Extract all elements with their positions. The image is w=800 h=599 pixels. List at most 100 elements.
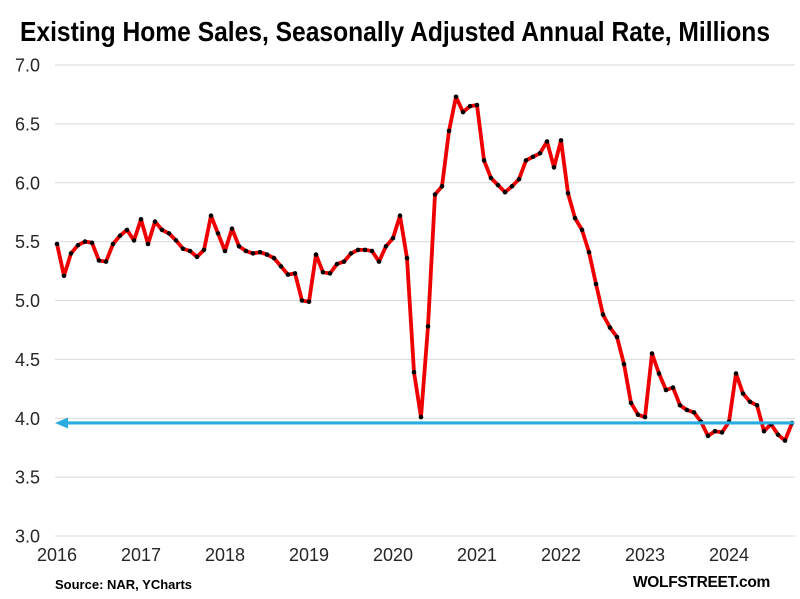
data-point-marker bbox=[523, 158, 529, 163]
data-point-marker bbox=[138, 217, 144, 222]
data-point-marker bbox=[222, 248, 228, 254]
data-point-marker bbox=[376, 259, 382, 264]
data-point-marker bbox=[355, 247, 361, 253]
data-point-marker bbox=[180, 246, 186, 251]
data-point-marker bbox=[110, 241, 116, 247]
data-point-marker bbox=[369, 248, 375, 254]
data-point-marker bbox=[341, 259, 347, 264]
data-point-marker bbox=[474, 102, 480, 108]
data-point-marker bbox=[628, 400, 634, 406]
data-point-marker bbox=[306, 299, 312, 305]
data-point-marker bbox=[334, 261, 340, 267]
source-note: Source: NAR, YCharts bbox=[55, 577, 192, 592]
data-point-marker bbox=[579, 227, 585, 233]
data-point-marker bbox=[201, 247, 207, 253]
data-point-marker bbox=[432, 192, 438, 197]
y-tick-label: 3.5 bbox=[15, 468, 40, 488]
x-tick-label: 2019 bbox=[289, 545, 329, 565]
data-point-marker bbox=[166, 231, 172, 236]
data-point-marker bbox=[243, 248, 249, 254]
data-point-marker bbox=[761, 428, 767, 434]
data-point-marker bbox=[614, 334, 620, 340]
x-tick-label: 2022 bbox=[541, 545, 581, 565]
data-point-marker bbox=[61, 273, 67, 279]
data-point-marker bbox=[187, 248, 193, 254]
data-point-marker bbox=[285, 272, 291, 277]
y-tick-label: 4.0 bbox=[15, 409, 40, 429]
series-line-group bbox=[54, 94, 795, 443]
data-point-marker bbox=[271, 255, 277, 261]
data-point-marker bbox=[565, 191, 571, 196]
data-point-marker bbox=[278, 264, 284, 269]
data-point-marker bbox=[572, 215, 578, 221]
data-point-marker bbox=[425, 324, 431, 329]
data-point-marker bbox=[656, 371, 662, 376]
y-tick-label: 3.0 bbox=[15, 527, 40, 547]
x-tick-label: 2024 bbox=[709, 545, 749, 565]
data-point-marker bbox=[551, 165, 557, 170]
level-arrow-head-icon bbox=[55, 417, 68, 429]
data-point-marker bbox=[411, 370, 417, 375]
data-point-marker bbox=[635, 412, 641, 418]
data-point-marker bbox=[509, 184, 515, 189]
data-point-marker bbox=[705, 433, 711, 439]
x-tick-label: 2023 bbox=[625, 545, 665, 565]
data-point-marker bbox=[502, 189, 508, 195]
data-point-marker bbox=[327, 271, 333, 276]
data-point-marker bbox=[670, 385, 676, 390]
y-tick-label: 4.5 bbox=[15, 350, 40, 370]
data-point-marker bbox=[152, 219, 158, 224]
x-tick-label: 2016 bbox=[37, 545, 77, 565]
data-point-marker bbox=[439, 184, 445, 189]
data-point-marker bbox=[117, 233, 123, 238]
data-point-marker bbox=[712, 428, 718, 434]
data-point-marker bbox=[362, 247, 368, 253]
data-point-marker bbox=[229, 226, 235, 231]
data-point-marker bbox=[754, 403, 760, 408]
y-tick-label: 7.0 bbox=[15, 56, 40, 76]
data-point-marker bbox=[215, 231, 221, 236]
data-point-marker bbox=[516, 176, 522, 182]
data-point-marker bbox=[691, 410, 697, 415]
x-tick-label: 2017 bbox=[121, 545, 161, 565]
data-point-marker bbox=[467, 103, 473, 109]
data-point-marker bbox=[677, 403, 683, 408]
data-point-marker bbox=[586, 249, 592, 255]
data-point-marker bbox=[320, 269, 326, 275]
data-point-marker bbox=[348, 251, 354, 256]
data-point-marker bbox=[649, 351, 655, 356]
data-point-marker bbox=[446, 128, 452, 134]
data-point-marker bbox=[173, 238, 179, 243]
y-axis-labels: 3.0 3.5 4.0 4.5 5.0 5.5 6.0 6.5 7.0 bbox=[15, 56, 40, 547]
y-tick-label: 5.0 bbox=[15, 291, 40, 311]
data-point-marker bbox=[257, 249, 263, 255]
chart-title: Existing Home Sales, Seasonally Adjusted… bbox=[20, 16, 770, 47]
data-point-marker bbox=[495, 182, 501, 188]
wolfstreet-branding: WOLFSTREET.com bbox=[633, 574, 770, 591]
data-point-marker bbox=[544, 139, 550, 144]
data-point-marker bbox=[775, 432, 781, 438]
data-point-marker bbox=[460, 109, 466, 115]
x-tick-label: 2020 bbox=[373, 545, 413, 565]
data-point-marker bbox=[159, 227, 165, 233]
data-point-marker bbox=[684, 407, 690, 413]
data-point-marker bbox=[621, 361, 627, 367]
data-point-marker bbox=[299, 298, 305, 303]
data-point-marker bbox=[54, 241, 60, 247]
data-point-marker bbox=[145, 241, 151, 247]
data-point-marker bbox=[719, 430, 725, 435]
data-point-marker bbox=[733, 371, 739, 376]
y-tick-label: 5.5 bbox=[15, 232, 40, 252]
x-tick-label: 2018 bbox=[205, 545, 245, 565]
data-point-marker bbox=[488, 175, 494, 181]
data-point-marker bbox=[194, 254, 200, 260]
data-point-marker bbox=[600, 312, 606, 317]
data-point-marker bbox=[313, 252, 319, 257]
data-point-marker bbox=[747, 399, 753, 405]
data-point-marker bbox=[593, 281, 599, 287]
data-point-marker bbox=[383, 244, 389, 249]
data-point-marker bbox=[404, 255, 410, 261]
data-point-marker bbox=[530, 154, 536, 160]
data-point-marker bbox=[390, 235, 396, 241]
